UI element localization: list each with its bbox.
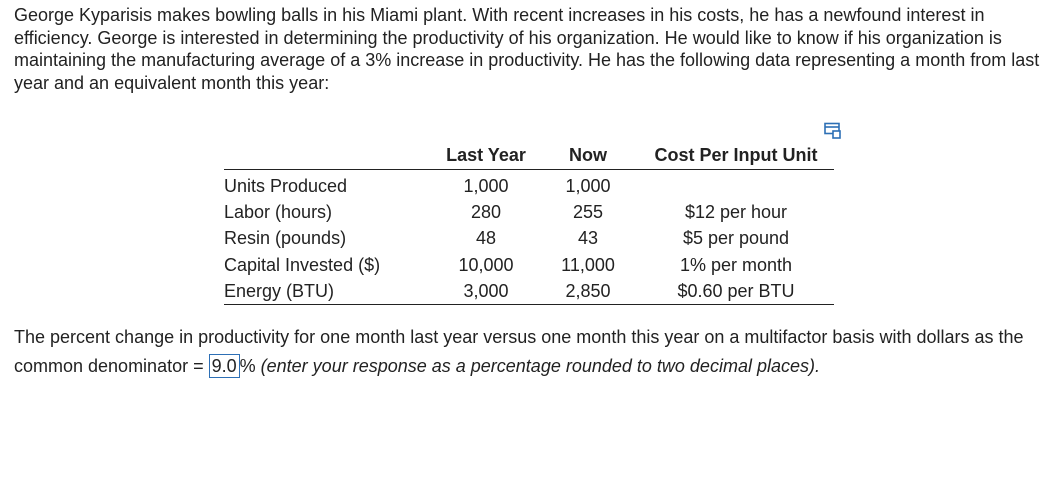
now-value: 1,000 xyxy=(565,176,611,196)
last-year-value: 280 xyxy=(470,202,502,223)
now-value: 43 xyxy=(577,228,599,249)
table-row: Capital Invested ($) 10,000 11,000 1% pe… xyxy=(224,252,834,278)
cost-value: $5 per pound xyxy=(682,228,790,249)
row-label: Units Produced xyxy=(224,176,348,196)
last-year-value: 3,000 xyxy=(434,277,538,306)
cost-value xyxy=(638,170,834,200)
now-value: 2,850 xyxy=(538,277,638,306)
table-header-row: Last Year Now Cost Per Input Unit xyxy=(224,142,834,170)
question: The percent change in productivity for o… xyxy=(14,323,1054,381)
data-table: Last Year Now Cost Per Input Unit Units … xyxy=(224,142,834,306)
last-year-value: 48 xyxy=(475,228,497,249)
row-label: Resin (pounds) xyxy=(224,228,347,249)
answer-field[interactable]: 9.0 xyxy=(208,354,240,378)
now-value: 11,000 xyxy=(561,254,615,275)
cost-value: $0.60 per BTU xyxy=(638,277,834,306)
cost-value: $12 per hour xyxy=(684,202,788,223)
header-now: Now xyxy=(538,142,638,170)
table-row: Units Produced 1,000 1,000 xyxy=(224,170,834,200)
header-cost-per-input-unit: Cost Per Input Unit xyxy=(638,142,834,170)
header-last-year: Last Year xyxy=(434,142,538,170)
cost-value: 1% per month xyxy=(679,254,793,275)
table-row: Resin (pounds) 48 43 $5 per pound xyxy=(224,225,834,251)
header-blank xyxy=(224,142,434,170)
last-year-value: 10,000 xyxy=(458,254,514,275)
answer-hint: (enter your response as a percentage rou… xyxy=(255,356,820,376)
percent-unit: % xyxy=(239,356,256,376)
copy-table-icon[interactable] xyxy=(823,122,843,140)
now-value: 255 xyxy=(572,202,604,223)
question-prefix: The percent change in productivity for o… xyxy=(14,327,1024,376)
last-year-value: 1,000 xyxy=(463,176,509,196)
problem-statement: George Kyparisis makes bowling balls in … xyxy=(14,5,1040,93)
row-label: Labor (hours) xyxy=(224,202,333,223)
table-row: Energy (BTU) 3,000 2,850 $0.60 per BTU xyxy=(224,277,834,306)
table-row: Labor (hours) 280 255 $12 per hour xyxy=(224,199,834,225)
row-label: Energy (BTU) xyxy=(224,277,434,306)
row-label: Capital Invested ($) xyxy=(224,254,381,275)
